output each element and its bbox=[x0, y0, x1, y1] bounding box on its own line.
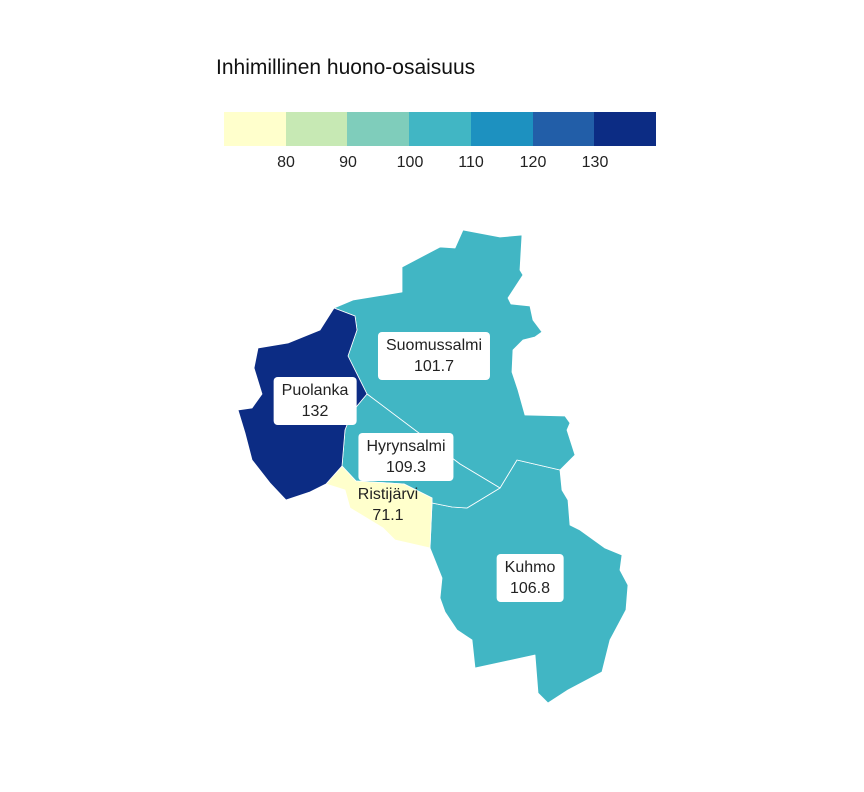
region-value: 101.7 bbox=[413, 358, 455, 375]
region-name: Hyrynsalmi bbox=[366, 438, 446, 455]
legend-swatch-2 bbox=[285, 112, 348, 146]
legend-tick: 110 bbox=[458, 154, 484, 171]
region-name: Puolanka bbox=[281, 382, 349, 399]
region-value: 109.3 bbox=[385, 459, 427, 476]
legend-swatch-4 bbox=[409, 112, 471, 146]
legend-title: Inhimillinen huono-osaisuus bbox=[216, 56, 476, 79]
legend-ticks: 80 90 100 110 120 130 bbox=[224, 154, 656, 176]
legend-tick: 130 bbox=[581, 154, 609, 171]
region-ristijarvi[interactable] bbox=[325, 465, 433, 549]
legend-swatch-6 bbox=[532, 112, 595, 146]
region-value: 132 bbox=[301, 403, 329, 420]
region-label-suomussalmi: Suomussalmi 101.7 bbox=[377, 332, 491, 380]
legend-swatch-3 bbox=[347, 112, 410, 146]
region-value: 106.8 bbox=[509, 580, 551, 597]
legend-tick: 120 bbox=[519, 154, 547, 171]
legend-tick: 100 bbox=[396, 154, 424, 171]
region-label-kuhmo: Kuhmo 106.8 bbox=[496, 554, 564, 602]
legend-swatch-7 bbox=[594, 112, 657, 146]
legend-swatch-1 bbox=[224, 112, 286, 146]
region-name: Ristijärvi bbox=[357, 486, 419, 503]
region-label-hyrynsalmi: Hyrynsalmi 109.3 bbox=[358, 433, 454, 481]
legend-color-bar bbox=[224, 112, 657, 146]
region-name: Kuhmo bbox=[504, 559, 556, 576]
region-value: 71.1 bbox=[372, 507, 404, 524]
legend-swatch-5 bbox=[470, 112, 533, 146]
region-name: Suomussalmi bbox=[385, 337, 483, 354]
legend-tick: 80 bbox=[277, 154, 295, 171]
region-label-ristijarvi: Ristijärvi 71.1 bbox=[350, 481, 426, 529]
legend-tick: 90 bbox=[339, 154, 357, 171]
region-label-puolanka: Puolanka 132 bbox=[273, 377, 357, 425]
